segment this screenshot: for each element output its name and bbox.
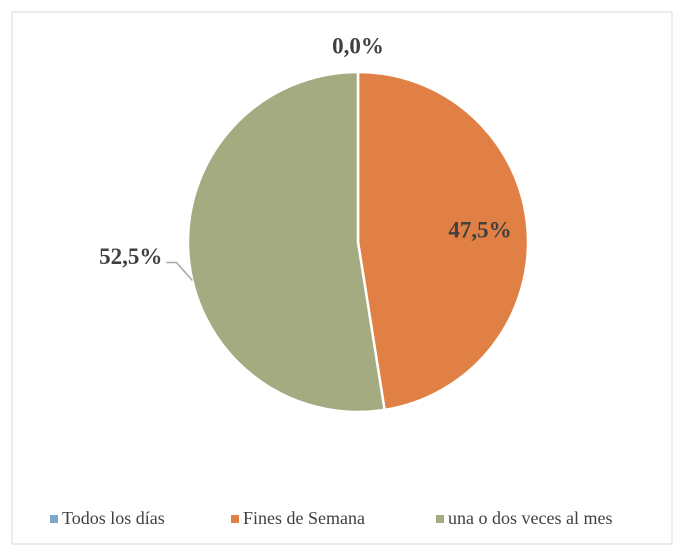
legend-marker [436, 515, 444, 523]
legend-label: una o dos veces al mes [448, 508, 612, 528]
pie-slice [356, 70, 530, 412]
leader-line [166, 261, 193, 282]
legend-label: Fines de Semana [243, 508, 365, 528]
pie-slice [186, 70, 387, 414]
data-label: 52,5% [99, 244, 162, 269]
data-label: 0,0% [332, 33, 384, 58]
legend-marker [231, 515, 239, 523]
legend-label: Todos los días [62, 508, 165, 528]
data-label: 47,5% [448, 218, 511, 243]
legend-marker [50, 515, 58, 523]
